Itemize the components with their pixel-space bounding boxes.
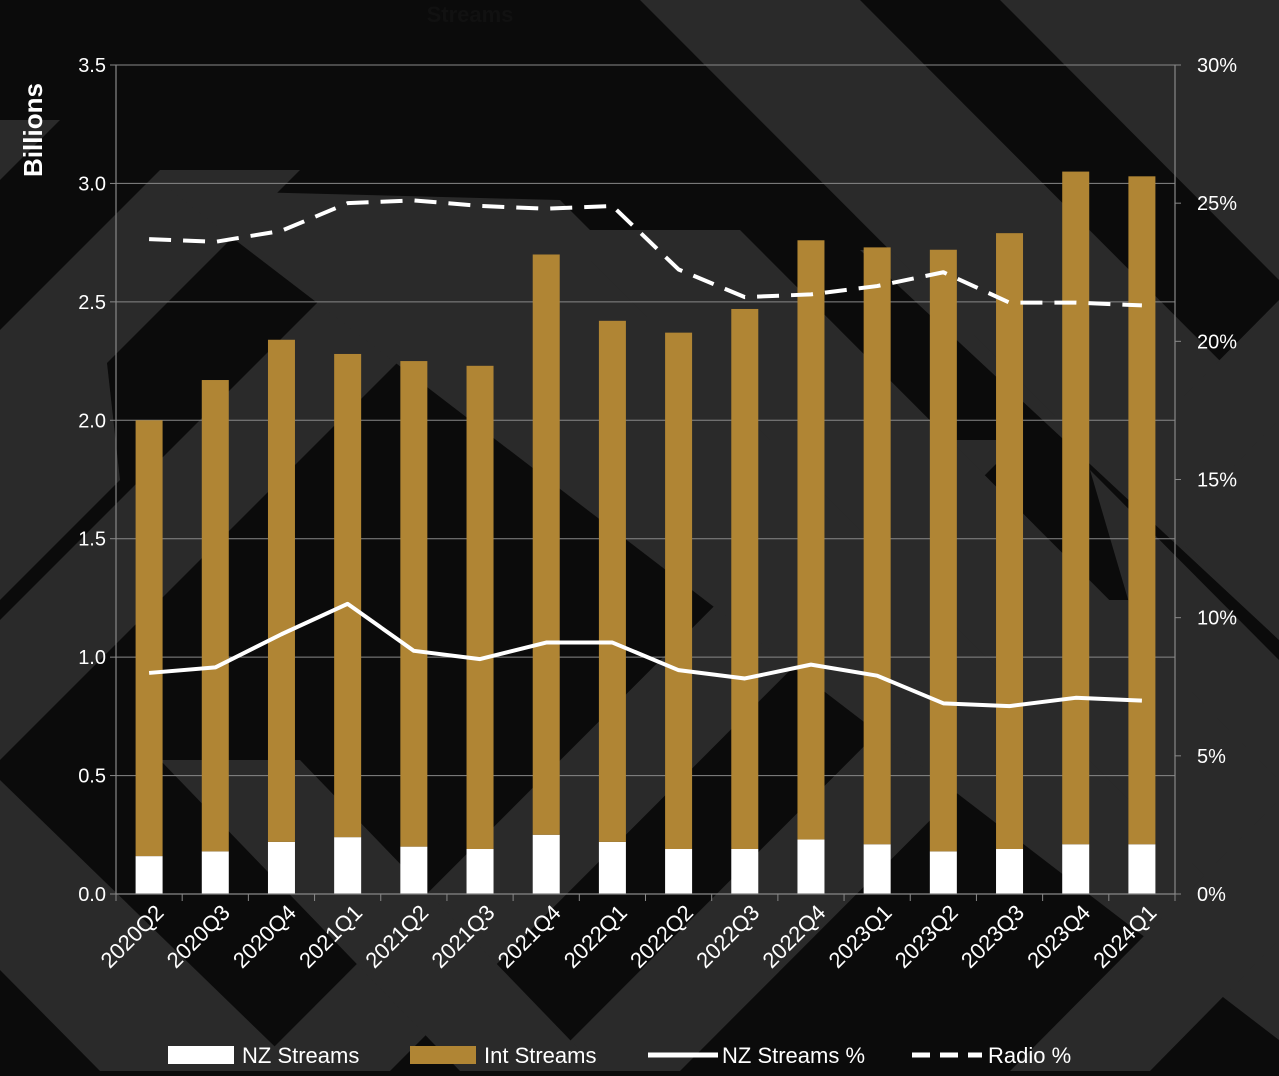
legend-swatch-nz-streams xyxy=(168,1046,234,1064)
legend-label-nz-streams: NZ Streams xyxy=(242,1043,359,1068)
bar-nz-streams-2023q2 xyxy=(929,851,957,894)
bar-nz-streams-2020q2 xyxy=(135,856,163,894)
legend: NZ Streams Int Streams NZ Streams % Radio % xyxy=(168,1043,1071,1068)
bar-nz-streams-2022q4 xyxy=(797,839,825,894)
y2-tick-label: 25% xyxy=(1197,193,1237,215)
y2-tick-label: 10% xyxy=(1197,608,1237,630)
y2-tick-label: 30% xyxy=(1197,55,1237,77)
bar-nz-streams-2022q2 xyxy=(665,848,693,894)
bar-int-streams-2023q4 xyxy=(1062,171,1090,845)
legend-label-int-streams: Int Streams xyxy=(484,1043,596,1068)
bar-int-streams-2023q1 xyxy=(863,247,891,845)
y-tick-label: 2.0 xyxy=(78,410,106,432)
bar-nz-streams-2023q1 xyxy=(863,844,891,894)
bar-int-streams-2021q3 xyxy=(466,365,494,849)
bar-nz-streams-2021q4 xyxy=(532,834,560,894)
bar-nz-streams-2022q3 xyxy=(731,848,759,894)
y-tick-label: 0.0 xyxy=(78,884,106,906)
bar-nz-streams-2020q4 xyxy=(267,841,295,894)
bar-int-streams-2020q2 xyxy=(135,420,163,857)
bars xyxy=(135,171,1156,894)
background-stripe xyxy=(0,120,60,180)
y-tick-label: 3.0 xyxy=(78,173,106,195)
bar-int-streams-2021q2 xyxy=(400,361,428,847)
bar-int-streams-2022q4 xyxy=(797,240,825,840)
bar-nz-streams-2021q1 xyxy=(334,837,362,894)
bar-nz-streams-2021q3 xyxy=(466,848,494,894)
line-nz-streams xyxy=(148,601,1142,709)
bar-int-streams-2024q1 xyxy=(1128,176,1156,845)
bar-int-streams-2022q2 xyxy=(665,332,693,849)
bar-nz-streams-2020q3 xyxy=(201,851,229,894)
y-axis-label: Billions xyxy=(18,83,48,177)
y2-tick-label: 5% xyxy=(1197,746,1226,768)
y-tick-label: 1.5 xyxy=(78,529,106,551)
legend-swatch-int-streams xyxy=(410,1046,476,1064)
y-tick-label: 2.5 xyxy=(78,292,106,314)
background-stripe xyxy=(0,300,120,600)
lines xyxy=(148,198,1142,709)
y-tick-label: 1.0 xyxy=(78,647,106,669)
bar-int-streams-2020q4 xyxy=(267,339,295,842)
background-stripe xyxy=(640,0,1279,640)
y2-tick-label: 0% xyxy=(1197,884,1226,906)
bar-nz-streams-2023q4 xyxy=(1062,844,1090,894)
y2-tick-label: 20% xyxy=(1197,331,1237,353)
bar-nz-streams-2024q1 xyxy=(1128,844,1156,894)
y2-tick-label: 15% xyxy=(1197,470,1237,492)
legend-label-nz-streams: NZ Streams % xyxy=(722,1043,865,1068)
line-radio xyxy=(149,198,1142,308)
bar-int-streams-2021q4 xyxy=(532,254,560,835)
bar-int-streams-2023q2 xyxy=(929,249,957,852)
y-tick-label: 0.5 xyxy=(78,766,106,788)
legend-label-radio: Radio % xyxy=(988,1043,1071,1068)
chart-title: Streams xyxy=(427,2,514,27)
bar-int-streams-2022q3 xyxy=(731,308,759,849)
bar-int-streams-2021q1 xyxy=(334,353,362,838)
bar-int-streams-2020q3 xyxy=(201,380,229,852)
bar-int-streams-2022q1 xyxy=(598,320,626,842)
background-stripe xyxy=(1000,0,1279,280)
background-stripe xyxy=(1010,800,1279,1071)
background-stripe xyxy=(0,780,300,1071)
bar-nz-streams-2023q3 xyxy=(996,848,1024,894)
bar-nz-streams-2022q1 xyxy=(598,841,626,894)
y-tick-label: 3.5 xyxy=(78,55,106,77)
background-stripe xyxy=(1180,300,1279,480)
bar-nz-streams-2021q2 xyxy=(400,846,428,894)
bar-int-streams-2023q3 xyxy=(996,233,1024,849)
